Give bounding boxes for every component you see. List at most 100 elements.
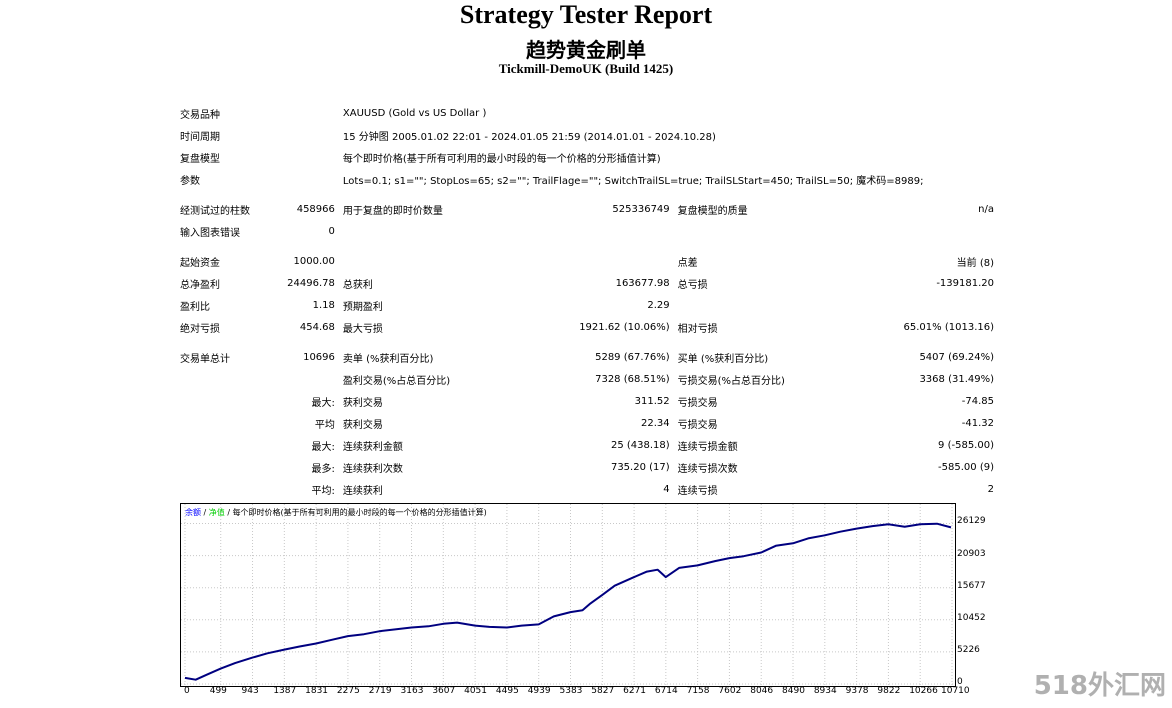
- x-tick-label: 7602: [718, 686, 742, 696]
- report-title: Strategy Tester Report: [459, 0, 713, 29]
- abs-drawdown-value: 454.68: [299, 321, 335, 333]
- loss-trades-label: 亏损交易(%占总百分比): [677, 375, 785, 387]
- x-tick-label: 6714: [654, 686, 678, 696]
- x-tick-label: 499: [209, 686, 227, 696]
- model-row: 复盘模型 每个即时价格(基于所有可利用的最小时段的每一个价格的分形插值计算): [176, 146, 998, 168]
- symbol-label: 交易品种: [180, 109, 220, 121]
- most-cons-loss-count-value: -585.00 (9): [938, 461, 994, 473]
- avg-cons-loss-label: 连续亏损: [677, 485, 718, 497]
- y-tick-label: 26129: [957, 516, 986, 527]
- bars-label: 经测试过的柱数: [180, 205, 250, 217]
- chart-legend: 余额 / 净值 / 每个即时价格(基于所有可利用的最小时段的每一个价格的分形插值…: [185, 507, 487, 518]
- y-tick-label: 15677: [957, 580, 986, 591]
- ticks-label: 用于复盘的即时价数量: [342, 205, 443, 217]
- y-axis: 0 5226 10452 15677 20903 26129: [957, 503, 1007, 693]
- balance-series-line: [184, 522, 952, 681]
- average-row: 平均 获利交易 22.34 亏损交易 -41.32: [176, 412, 998, 434]
- x-tick-label: 8046: [750, 686, 774, 696]
- x-tick-label: 1387: [273, 686, 297, 696]
- max-cons-win-amount-value: 25 (438.18): [610, 439, 670, 451]
- avg-cons-win-label: 连续获利: [342, 485, 383, 497]
- gross-loss-value: -139181.20: [936, 277, 994, 289]
- spread-value: 当前 (8): [956, 257, 994, 269]
- deposit-row: 起始资金 1000.00 点差 当前 (8): [176, 250, 998, 272]
- most-prefix: 最多:: [311, 463, 335, 475]
- symbol-value: XAUUSD (Gold vs US Dollar ): [342, 107, 487, 119]
- x-tick-label: 5383: [559, 686, 583, 696]
- x-tick-label: 3163: [400, 686, 424, 696]
- params-label: 参数: [180, 175, 200, 187]
- abs-drawdown-label: 绝对亏损: [180, 323, 220, 335]
- most-cons-win-count-label: 连续获利次数: [342, 463, 403, 475]
- short-label: 卖单 (%获利百分比): [342, 353, 434, 365]
- largest-win-value: 311.52: [634, 395, 670, 407]
- expected-payoff-value: 2.29: [647, 299, 670, 311]
- rel-drawdown-value: 65.01% (1013.16): [903, 321, 994, 333]
- y-tick-label: 20903: [957, 548, 986, 559]
- deposit-value: 1000.00: [293, 255, 335, 267]
- x-tick-label: 2275: [336, 686, 360, 696]
- rel-drawdown-label: 相对亏损: [677, 323, 718, 335]
- x-tick-label: 4939: [527, 686, 551, 696]
- most-cons-win-count-value: 735.20 (17): [610, 461, 670, 473]
- balance-chart: 余额 / 净值 / 每个即时价格(基于所有可利用的最小时段的每一个价格的分形插值…: [180, 503, 956, 687]
- x-tick-label: 0: [184, 686, 190, 696]
- params-value: Lots=0.1; s1=""; StopLos=65; s2=""; Trai…: [342, 175, 924, 187]
- average-loss-label: 亏损交易: [677, 419, 718, 431]
- legend-balance: 余额: [185, 508, 201, 517]
- x-tick-label: 2719: [368, 686, 392, 696]
- spread-label: 点差: [677, 257, 698, 269]
- x-tick-label: 7158: [686, 686, 710, 696]
- legend-separator: /: [201, 508, 209, 517]
- balance-chart-svg: [181, 504, 955, 686]
- y-tick-label: 5226: [957, 644, 980, 655]
- win-loss-row: 盈利交易(%占总百分比) 7328 (68.51%) 亏损交易(%占总百分比) …: [176, 368, 998, 390]
- net-profit-label: 总净盈利: [180, 279, 220, 291]
- period-value: 15 分钟图 2005.01.02 22:01 - 2024.01.05 21:…: [342, 131, 716, 143]
- average-prefix: 平均: [314, 419, 335, 431]
- server-build: Tickmill-DemoUK (Build 1425): [498, 61, 674, 76]
- profit-factor-value: 1.18: [312, 299, 335, 311]
- symbol-row: 交易品种 XAUUSD (Gold vs US Dollar ): [176, 102, 998, 124]
- max-drawdown-value: 1921.62 (10.06%): [579, 321, 670, 333]
- x-tick-label: 10710: [941, 686, 970, 696]
- x-tick-label: 10266: [909, 686, 938, 696]
- model-value: 每个即时价格(基于所有可利用的最小时段的每一个价格的分形插值计算): [342, 153, 661, 165]
- net-profit-value: 24496.78: [287, 277, 335, 289]
- net-profit-row: 总净盈利 24496.78 总获利 163677.98 总亏损 -139181.…: [176, 272, 998, 294]
- x-tick-label: 9378: [845, 686, 869, 696]
- short-value: 5289 (67.76%): [595, 351, 670, 363]
- gross-loss-label: 总亏损: [677, 279, 708, 291]
- watermark: 518外汇网: [1033, 671, 1166, 701]
- loss-trades-value: 3368 (31.49%): [919, 373, 994, 385]
- x-tick-label: 4495: [495, 686, 519, 696]
- total-trades-label: 交易单总计: [180, 353, 230, 365]
- avg-prefix: 平均:: [311, 485, 335, 497]
- largest-prefix: 最大:: [311, 397, 335, 409]
- win-trades-value: 7328 (68.51%): [595, 373, 670, 385]
- max-cons-loss-amount-label: 连续亏损金额: [677, 441, 738, 453]
- largest-loss-value: -74.85: [961, 395, 994, 407]
- legend-model: 每个即时价格(基于所有可利用的最小时段的每一个价格的分形插值计算): [232, 508, 487, 517]
- profit-factor-label: 盈利比: [180, 301, 210, 313]
- most-consecutive-row: 最多: 连续获利次数 735.20 (17) 连续亏损次数 -585.00 (9…: [176, 456, 998, 478]
- legend-separator: /: [224, 508, 233, 517]
- max-drawdown-label: 最大亏损: [342, 323, 383, 335]
- y-tick-label: 10452: [957, 612, 986, 623]
- x-tick-label: 8934: [813, 686, 837, 696]
- model-quality-label: 复盘模型的质量: [677, 205, 748, 217]
- expert-name: 趋势黄金刷单: [526, 38, 646, 62]
- errors-value: 0: [328, 225, 335, 237]
- gross-profit-value: 163677.98: [615, 277, 670, 289]
- largest-row: 最大: 获利交易 311.52 亏损交易 -74.85: [176, 390, 998, 412]
- avg-cons-loss-value: 2: [987, 483, 994, 495]
- max-consecutive-row: 最大: 连续获利金额 25 (438.18) 连续亏损金额 9 (-585.00…: [176, 434, 998, 456]
- errors-label: 输入图表错误: [180, 227, 240, 239]
- x-tick-label: 3607: [432, 686, 456, 696]
- x-tick-label: 943: [241, 686, 259, 696]
- long-value: 5407 (69.24%): [919, 351, 994, 363]
- period-row: 时间周期 15 分钟图 2005.01.02 22:01 - 2024.01.0…: [176, 124, 998, 146]
- y-tick-label: 0: [957, 677, 963, 687]
- average-win-label: 获利交易: [342, 419, 383, 431]
- long-label: 买单 (%获利百分比): [677, 353, 769, 365]
